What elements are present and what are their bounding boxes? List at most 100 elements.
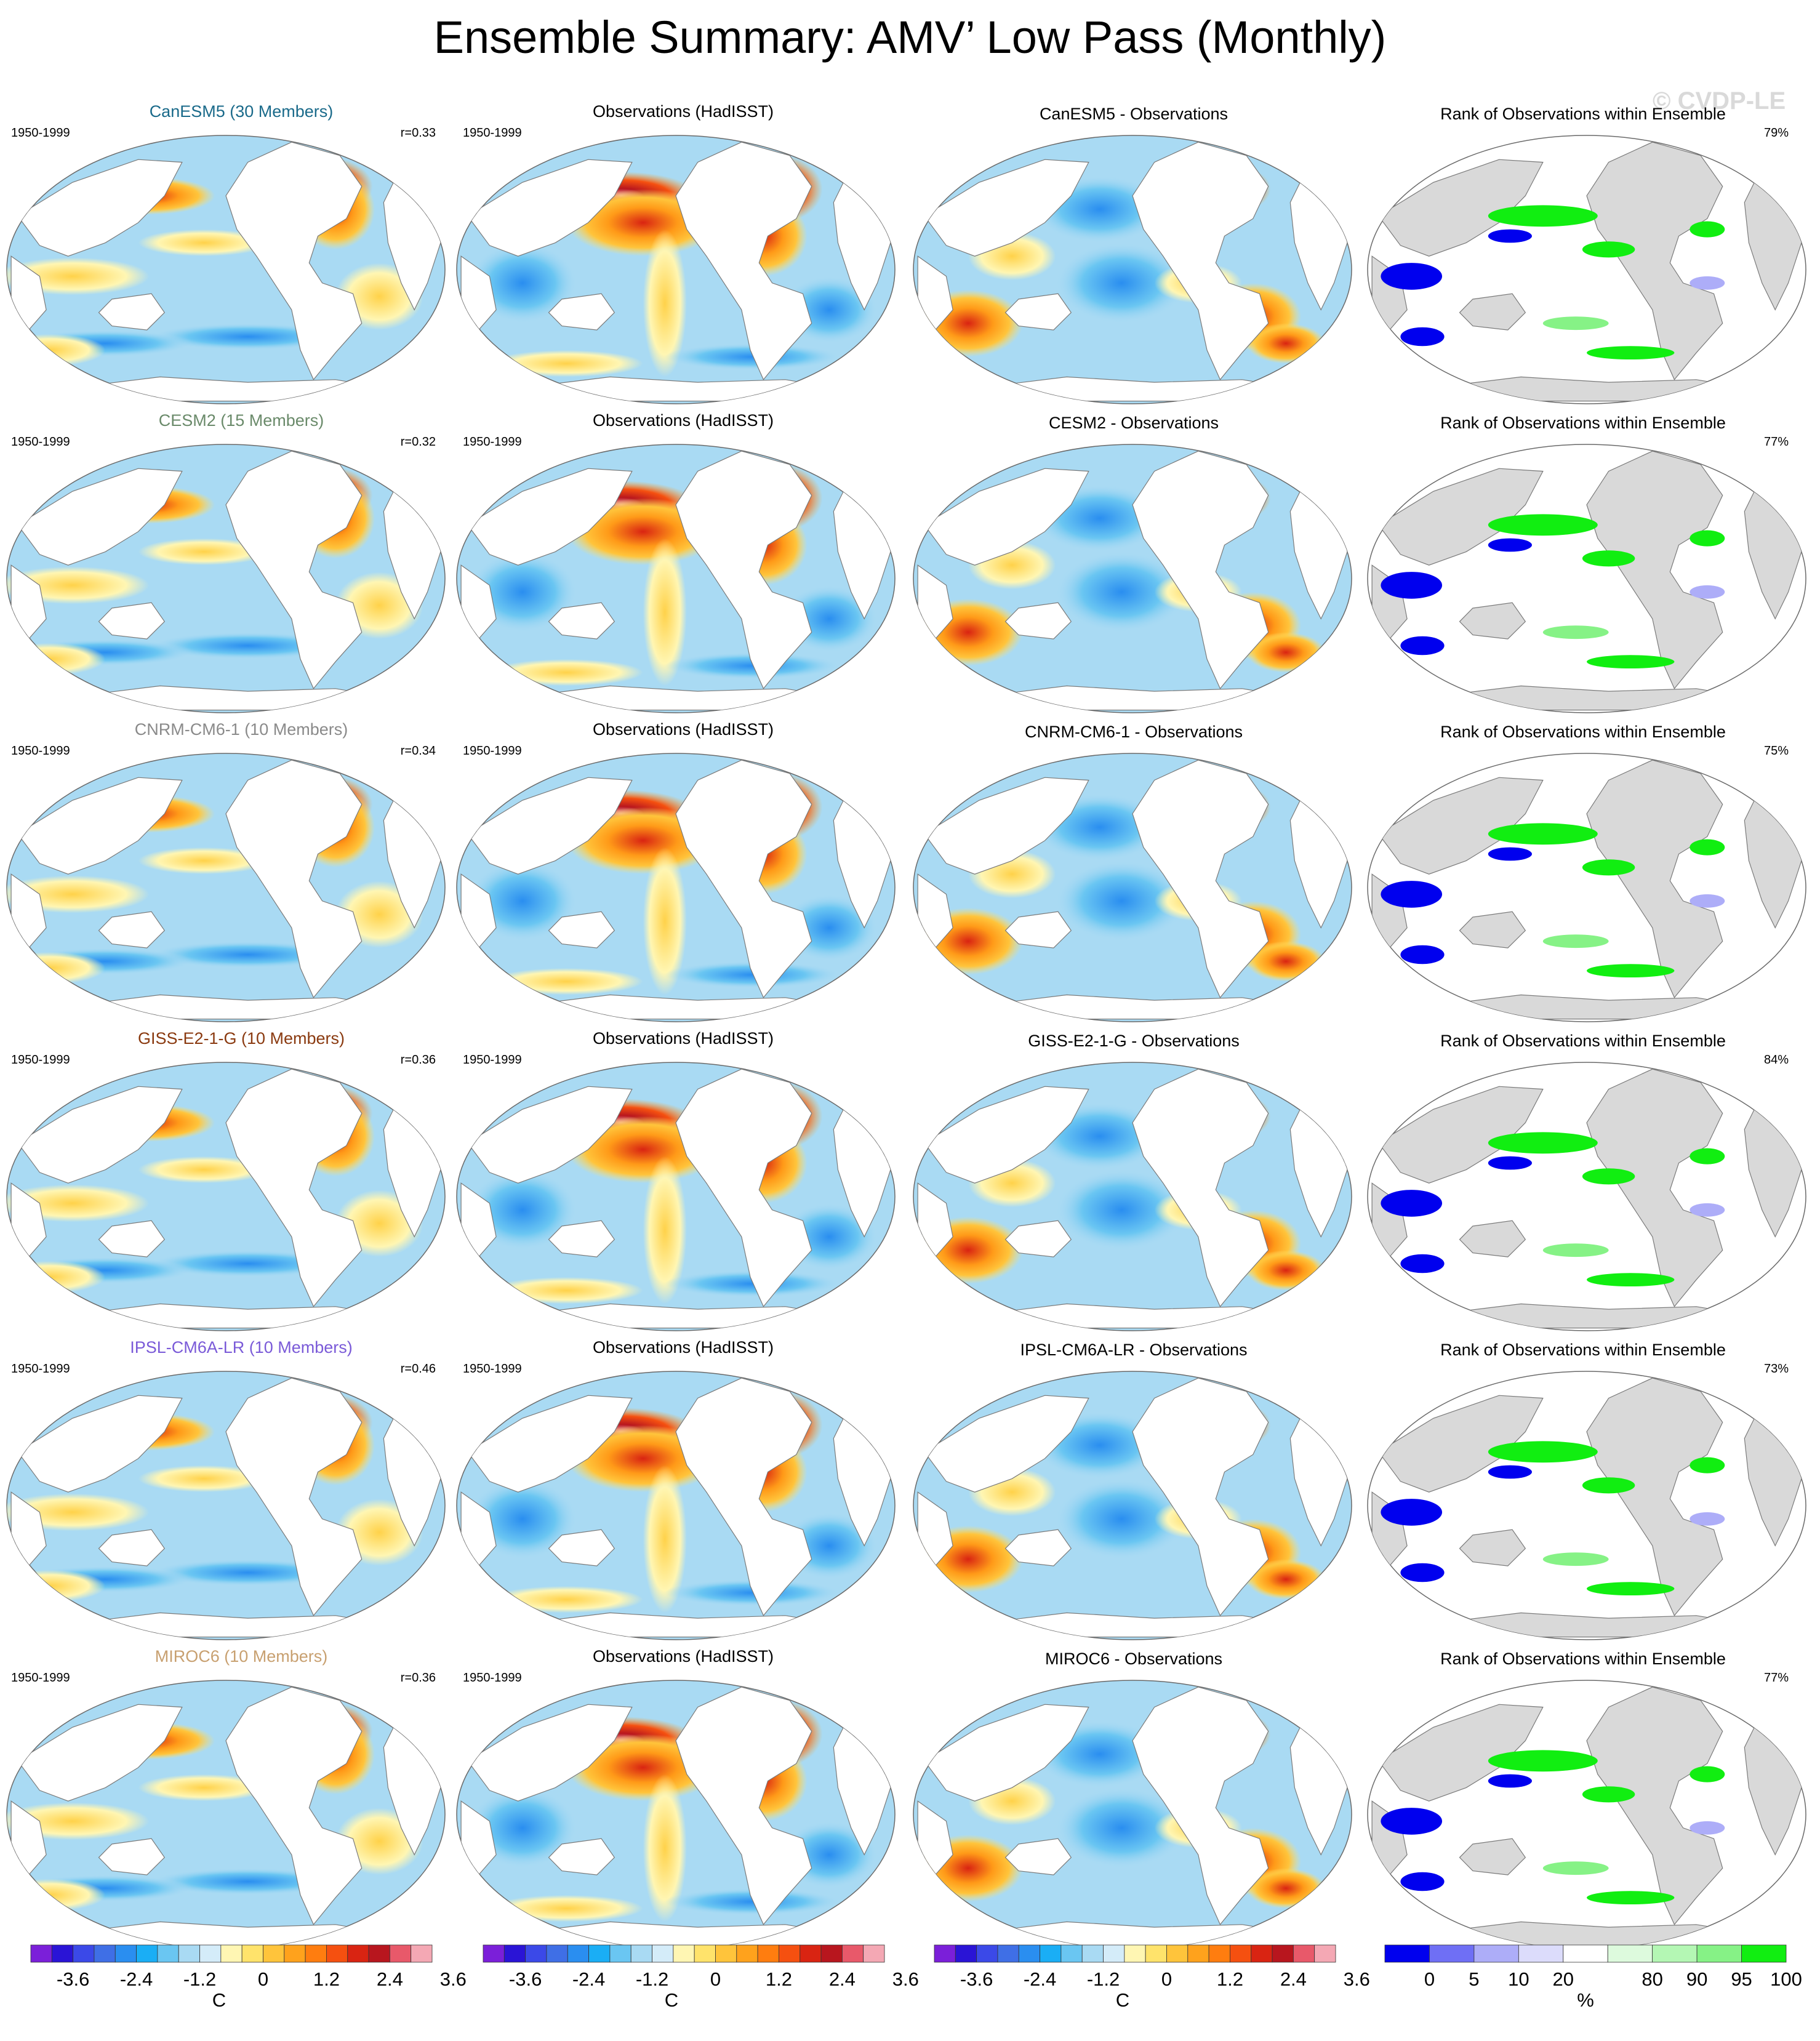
pattern-correlation: r=0.34	[401, 744, 436, 758]
anomaly-region	[643, 1156, 687, 1304]
rank-patch	[1690, 221, 1725, 238]
colorbar-swatch	[94, 1944, 116, 1963]
rank-patch	[1488, 1465, 1532, 1479]
land-mass	[17, 777, 183, 875]
land-mass	[1586, 451, 1723, 689]
obs-title: Observations (HadISST)	[593, 1647, 774, 1666]
colorbar-swatch	[114, 1944, 137, 1963]
colorbar-tick-label: 90	[1686, 1968, 1707, 1990]
colorbar-tick-label: 10	[1508, 1968, 1529, 1990]
colorbar-swatch	[503, 1944, 526, 1963]
rank-patch	[1690, 1766, 1725, 1782]
colorbar-tick-label: 0	[258, 1968, 268, 1990]
rank-patch	[1381, 1499, 1443, 1526]
rank-patch	[1587, 655, 1675, 669]
anomaly-region	[138, 1465, 270, 1493]
colorbar-swatch	[800, 1944, 822, 1963]
colorbar-swatch	[1293, 1944, 1315, 1963]
colorbar-tick-label: 2.4	[377, 1968, 403, 1990]
rank-title: Rank of Observations within Ensemble	[1440, 1032, 1726, 1050]
land-mass	[548, 293, 615, 331]
colorbar-swatch	[1040, 1944, 1062, 1963]
land-mass	[1459, 1529, 1526, 1566]
colorbar-swatch	[757, 1944, 779, 1963]
land-mass	[1459, 1838, 1526, 1875]
rank-patch	[1587, 964, 1675, 978]
colorbar-tick-label: 5	[1469, 1968, 1479, 1990]
colorbar-tick-label: 1.2	[1217, 1968, 1243, 1990]
obs-map	[456, 1062, 896, 1331]
temperature-colorbar: -3.6 -2.4 -1.2 0 1.2 2.4 3.6 C	[934, 1944, 1370, 2011]
land-mass	[548, 1838, 615, 1875]
rank-patch	[1690, 894, 1725, 908]
land-mass	[1132, 1069, 1269, 1307]
land-mass	[1132, 142, 1269, 380]
model-map	[6, 1371, 446, 1640]
model-title: GISS-E2-1-G (10 Members)	[138, 1029, 345, 1048]
colorbar-unit: C	[212, 1989, 226, 2011]
colorbar-tick-label: -2.4	[120, 1968, 153, 1990]
colorbar-swatch	[326, 1944, 348, 1963]
rank-patch	[1582, 1786, 1635, 1803]
rank-patch	[1488, 538, 1532, 552]
colorbar-swatch	[1145, 1944, 1167, 1963]
land-mass	[225, 142, 363, 380]
rank-patch	[1400, 1254, 1445, 1273]
watermark: © CVDP-LE	[1653, 87, 1786, 114]
land-mass	[98, 1220, 166, 1257]
land-mass	[1004, 293, 1072, 331]
colorbar-tick-label: 95	[1731, 1968, 1752, 1990]
rank-patch	[1488, 1750, 1598, 1772]
temperature-colorbar: -3.6 -2.4 -1.2 0 1.2 2.4 3.6 C	[483, 1944, 919, 2011]
rank-patch	[1542, 316, 1609, 331]
diff-title: CNRM-CM6-1 - Observations	[1025, 723, 1243, 741]
period-label: 1950-1999	[11, 1362, 70, 1376]
anomaly-region	[7, 1570, 106, 1602]
colorbar-tick-label: 1.2	[766, 1968, 792, 1990]
rank-patch	[1582, 1477, 1635, 1494]
rank-map	[1367, 1062, 1806, 1331]
obs-map	[456, 753, 896, 1022]
pattern-correlation: r=0.46	[401, 1362, 436, 1376]
land-mass	[1586, 142, 1723, 380]
land-mass	[17, 1086, 183, 1184]
colorbar-tick-label: -2.4	[572, 1968, 605, 1990]
land-mass	[1132, 451, 1269, 689]
colorbar-tick-label: 3.6	[892, 1968, 919, 1990]
colorbar-swatch	[136, 1944, 158, 1963]
rank-patch	[1381, 1190, 1443, 1217]
anomaly-region	[643, 538, 687, 686]
anomaly-region	[7, 1261, 106, 1293]
period-label: 1950-1999	[11, 1053, 70, 1067]
diff-title: MIROC6 - Observations	[1045, 1650, 1222, 1668]
temperature-colorbar: -3.6 -2.4 -1.2 0 1.2 2.4 3.6 C	[30, 1944, 467, 2011]
colorbar-swatch	[934, 1944, 956, 1963]
diff-map	[913, 135, 1352, 404]
rank-map	[1367, 1680, 1806, 1949]
rank-title: Rank of Observations within Ensemble	[1440, 105, 1726, 123]
land-mass	[1459, 1220, 1526, 1257]
model-map	[6, 1680, 446, 1949]
colorbar-tick-label: -1.2	[183, 1968, 216, 1990]
period-label: 1950-1999	[463, 1671, 522, 1685]
colorbar-swatch	[567, 1944, 589, 1963]
pattern-correlation: r=0.32	[401, 435, 436, 449]
rank-patch	[1690, 276, 1725, 290]
colorbar-swatch	[1272, 1944, 1294, 1963]
model-map	[6, 444, 446, 713]
land-mass	[467, 777, 633, 875]
anomaly-region	[643, 847, 687, 995]
colorbar-swatch	[284, 1944, 306, 1963]
period-label: 1950-1999	[11, 435, 70, 449]
land-mass	[1004, 1529, 1072, 1566]
model-title: CanESM5 (30 Members)	[150, 102, 334, 121]
rank-title: Rank of Observations within Ensemble	[1440, 1650, 1726, 1668]
rank-percent: 77%	[1764, 1671, 1789, 1685]
anomaly-region	[138, 1156, 270, 1184]
colorbar-swatch	[1607, 1944, 1653, 1963]
rank-patch	[1542, 1243, 1609, 1257]
land-mass	[923, 1086, 1089, 1184]
rank-patch	[1400, 1563, 1445, 1582]
period-label: 1950-1999	[11, 744, 70, 758]
